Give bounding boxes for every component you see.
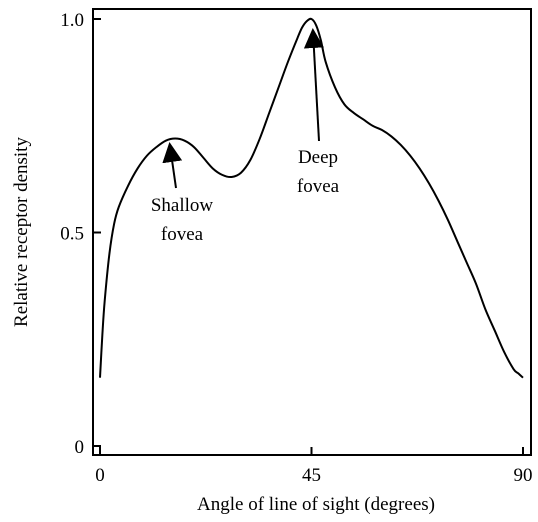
y-axis-label: Relative receptor density (11, 137, 32, 327)
x-axis-label: Angle of line of sight (degrees) (197, 494, 435, 515)
deep-fovea-annotation: Deep fovea (297, 28, 340, 197)
shallow-fovea-label-line2: fovea (161, 224, 204, 245)
y-tick-label-0: 0 (75, 437, 85, 458)
deep-fovea-label-line1: Deep (298, 147, 338, 168)
shallow-fovea-arrow (162, 142, 183, 189)
deep-fovea-arrow (303, 28, 324, 142)
x-tick-label-90: 90 (514, 465, 533, 486)
y-axis-ticks: 0 0.5 1.0 (60, 10, 101, 458)
plot-frame (92, 8, 532, 456)
y-tick-label-0.5: 0.5 (60, 224, 84, 245)
shallow-fovea-label-line1: Shallow (151, 195, 214, 216)
receptor-density-line (99, 17, 524, 379)
deep-fovea-label-line2: fovea (297, 176, 340, 197)
x-tick-label-0: 0 (95, 465, 105, 486)
y-tick-label-1.0: 1.0 (60, 10, 84, 31)
x-axis-ticks: 0 45 90 (95, 447, 533, 486)
x-tick-label-45: 45 (302, 465, 321, 486)
shallow-fovea-annotation: Shallow fovea (151, 142, 214, 245)
